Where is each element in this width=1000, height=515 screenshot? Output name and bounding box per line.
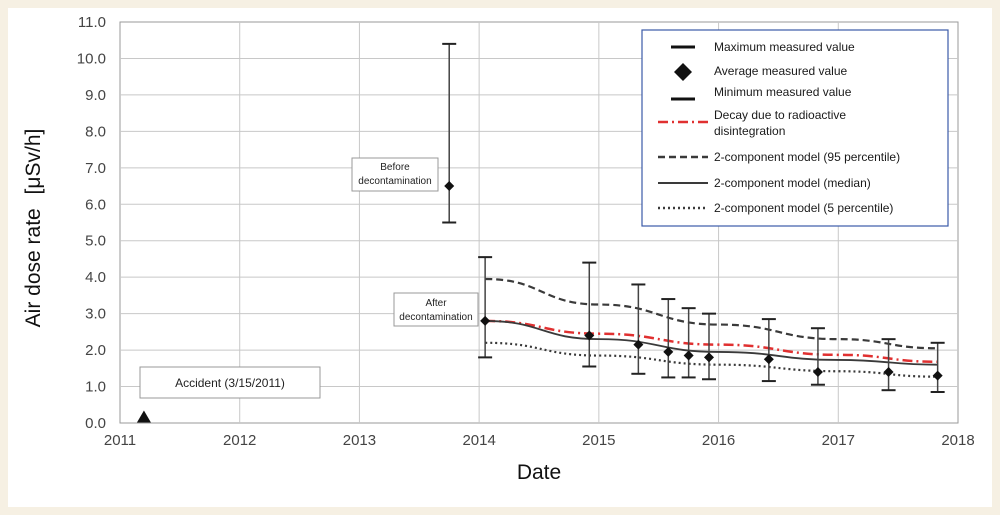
y-tick-label: 6.0 xyxy=(85,196,106,213)
y-tick-label: 10.0 xyxy=(77,50,106,67)
model-series xyxy=(485,277,938,378)
median-line xyxy=(485,320,938,366)
y-tick-label: 1.0 xyxy=(85,379,106,396)
accident-marker xyxy=(136,410,151,423)
y-axis-unit: [μSv/h] xyxy=(22,129,45,195)
average-marker xyxy=(932,370,943,381)
average-marker xyxy=(584,330,595,341)
x-tick-label: 2014 xyxy=(462,432,495,449)
legend-decay-label-line2: disintegration xyxy=(714,124,785,138)
y-axis-title: Air dose rate [μSv/h] xyxy=(22,129,45,328)
x-tick-label: 2018 xyxy=(941,432,974,449)
legend-max-label: Maximum measured value xyxy=(714,40,855,54)
legend-p5-label: 2-component model (5 percentile) xyxy=(714,201,893,215)
average-marker xyxy=(683,350,694,361)
air-dose-rate-chart: 0.0 1.0 2.0 3.0 4.0 5.0 6.0 7.0 8.0 9.0 10.0 11.0 2… xyxy=(22,14,975,484)
average-marker xyxy=(763,354,774,365)
y-tick-labels: 0.0 1.0 2.0 3.0 4.0 5.0 6.0 7.0 8.0 9.0 10.0 11.0 xyxy=(77,14,106,432)
legend-min-label: Minimum measured value xyxy=(714,85,852,99)
y-tick-label: 9.0 xyxy=(85,87,106,104)
annotation-before-line1: Before xyxy=(380,162,410,173)
annotation-accident: Accident (3/15/2011) xyxy=(139,366,321,399)
y-tick-label: 7.0 xyxy=(85,160,106,177)
chart-frame: 0.0 1.0 2.0 3.0 4.0 5.0 6.0 7.0 8.0 9.0 10.0 11.0 2… xyxy=(8,8,992,507)
annotation-after-line2: decontamination xyxy=(399,312,472,323)
legend-median-label: 2-component model (median) xyxy=(714,176,871,190)
average-marker xyxy=(703,352,714,363)
x-tick-label: 2013 xyxy=(343,432,376,449)
annotation-after-line1: After xyxy=(425,298,447,309)
annotation-accident-box xyxy=(139,366,321,399)
average-marker xyxy=(444,181,455,192)
annotation-after-box xyxy=(393,292,479,327)
legend-avg-label: Average measured value xyxy=(714,64,848,78)
annotation-after-decontamination: After decontamination xyxy=(393,292,479,327)
y-tick-label: 8.0 xyxy=(85,123,106,140)
x-tick-label: 2017 xyxy=(822,432,855,449)
average-marker xyxy=(480,315,491,326)
y-tick-label: 3.0 xyxy=(85,306,106,323)
average-marker xyxy=(883,366,894,377)
y-axis-title-group: Air dose rate [μSv/h] xyxy=(22,129,45,328)
annotation-before-decontamination: Before decontamination xyxy=(351,157,439,192)
legend-p95-label: 2-component model (95 percentile) xyxy=(714,150,900,164)
annotation-accident-label: Accident (3/15/2011) xyxy=(175,376,285,390)
x-tick-labels: 2011 2012 2013 2014 2015 2016 2017 2018 xyxy=(104,432,975,449)
x-tick-label: 2015 xyxy=(582,432,615,449)
x-tick-label: 2011 xyxy=(104,432,136,449)
y-tick-label: 11.0 xyxy=(78,14,106,31)
legend-decay-label-line1: Decay due to radioactive xyxy=(714,108,846,122)
measurement-points xyxy=(136,42,945,423)
y-tick-label: 2.0 xyxy=(85,342,106,359)
annotation-before-box xyxy=(351,157,439,192)
legend: Maximum measured value Average measured … xyxy=(641,29,949,227)
legend-avg-marker xyxy=(674,63,692,81)
legend-box xyxy=(641,29,949,227)
x-axis-title: Date xyxy=(517,461,561,484)
y-axis-label: Air dose rate xyxy=(22,208,45,327)
y-tick-label: 0.0 xyxy=(85,415,106,432)
x-tick-label: 2016 xyxy=(702,432,735,449)
x-tick-label: 2012 xyxy=(223,432,256,449)
decay-line xyxy=(485,319,938,364)
average-marker xyxy=(812,366,823,377)
average-marker xyxy=(663,346,674,357)
average-marker xyxy=(633,339,644,350)
y-tick-label: 5.0 xyxy=(85,233,106,250)
y-tick-label: 4.0 xyxy=(85,269,106,286)
p95-line xyxy=(485,277,938,350)
annotation-before-line2: decontamination xyxy=(358,176,431,187)
